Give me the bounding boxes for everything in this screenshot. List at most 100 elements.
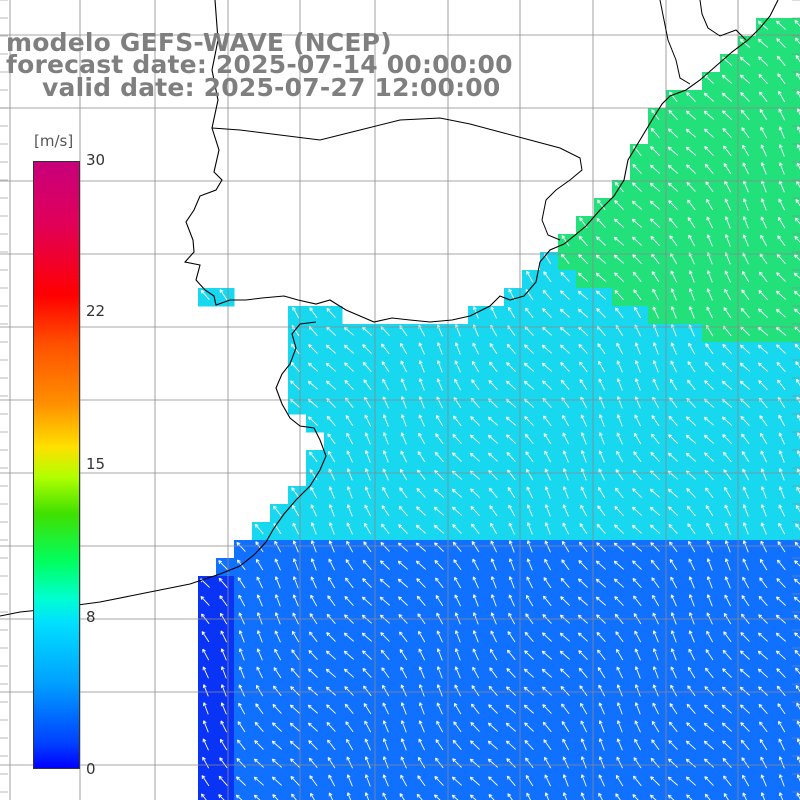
wind-arrow: [759, 91, 768, 103]
wind-arrow: [793, 596, 800, 603]
wind-arrow: [776, 685, 786, 697]
wind-arrow: [380, 523, 390, 535]
wind-arrow: [200, 793, 207, 800]
wind-arrow: [325, 362, 336, 372]
wind-arrow: [490, 630, 498, 643]
wind-arrow: [739, 686, 750, 696]
wind-arrow: [542, 721, 552, 733]
wind-arrow: [454, 360, 461, 373]
field-cell: [216, 792, 235, 800]
wind-arrow: [667, 776, 678, 786]
wind-arrow: [686, 488, 696, 498]
wind-arrow: [704, 776, 714, 786]
wind-arrow: [688, 288, 695, 301]
wind-arrow: [328, 540, 335, 553]
wind-arrow: [397, 578, 408, 588]
wind-arrow: [597, 649, 606, 661]
wind-arrow: [616, 756, 624, 769]
wind-arrow: [346, 738, 354, 751]
wind-arrow: [616, 414, 623, 427]
wind-arrow: [399, 793, 405, 800]
wind-arrow: [741, 270, 750, 283]
wind-arrow: [778, 108, 786, 121]
wind-arrow: [580, 792, 586, 800]
wind-arrow: [434, 775, 444, 786]
wind-arrow: [739, 38, 750, 48]
wind-arrow: [364, 738, 371, 751]
wind-arrow: [742, 198, 749, 211]
wind-arrow: [308, 344, 318, 354]
wind-arrow: [471, 379, 480, 391]
wind-arrow: [688, 558, 696, 571]
field-cell: [792, 342, 800, 361]
wind-arrow: [544, 450, 552, 463]
wind-arrow: [508, 522, 515, 535]
wind-arrow: [308, 649, 318, 660]
wind-arrow: [777, 216, 786, 229]
colorbar-tick-0: 0: [86, 760, 96, 778]
wind-arrow: [274, 612, 281, 625]
wind-arrow: [202, 648, 210, 661]
field-cell: [792, 648, 800, 667]
wind-arrow: [307, 362, 318, 372]
wind-arrow: [434, 757, 444, 769]
wind-arrow: [253, 758, 264, 768]
wind-arrow: [577, 308, 588, 318]
wind-arrow: [741, 595, 750, 607]
wind-arrow: [343, 632, 354, 642]
wind-arrow: [650, 127, 660, 138]
wind-arrow: [703, 416, 714, 426]
wind-arrow: [526, 468, 534, 481]
wind-arrow: [776, 55, 786, 66]
wind-arrow: [400, 414, 407, 427]
wind-arrow: [685, 758, 696, 768]
wind-arrow: [794, 632, 800, 639]
wind-arrow: [290, 361, 300, 372]
wind-arrow: [757, 344, 768, 354]
wind-arrow: [382, 684, 390, 697]
wind-arrow: [577, 578, 588, 588]
wind-arrow: [201, 775, 210, 787]
wind-arrow: [328, 774, 336, 787]
field-cell: [720, 792, 739, 800]
wind-arrow: [580, 414, 587, 427]
wind-arrow: [579, 361, 588, 373]
wind-arrow: [613, 254, 624, 264]
wind-arrow: [580, 486, 587, 499]
wind-arrow: [400, 378, 407, 391]
wind-arrow: [544, 756, 552, 769]
wind-arrow: [598, 414, 605, 427]
wind-arrow: [346, 504, 353, 517]
wind-arrow: [778, 738, 785, 751]
wind-arrow: [579, 685, 588, 697]
field-cell: [288, 792, 307, 800]
wind-arrow: [562, 468, 569, 481]
wind-arrow: [668, 91, 678, 103]
wind-arrow: [271, 776, 282, 786]
wind-arrow: [202, 666, 209, 679]
wind-arrow: [614, 200, 624, 210]
wind-arrow: [219, 738, 228, 751]
wind-arrow: [560, 668, 570, 678]
wind-arrow: [451, 488, 462, 498]
wind-arrow: [326, 415, 336, 426]
wind-arrow: [364, 504, 372, 517]
wind-arrow: [794, 541, 800, 549]
title-valid-date: valid date: 2025-07-27 12:00:00: [42, 73, 501, 102]
wind-arrow: [758, 686, 768, 696]
wind-arrow: [523, 344, 534, 354]
wind-arrow: [238, 630, 245, 643]
wind-arrow: [722, 668, 732, 678]
wind-arrow: [688, 594, 695, 607]
wind-arrow: [220, 702, 227, 715]
wind-arrow: [400, 702, 407, 715]
wind-arrow: [580, 756, 587, 769]
wind-arrow: [580, 432, 587, 445]
wind-arrow: [616, 684, 623, 697]
wind-arrow: [723, 631, 732, 643]
wind-arrow: [634, 738, 642, 751]
wind-arrow: [598, 360, 606, 373]
wind-arrow: [490, 558, 497, 571]
wind-arrow: [668, 506, 678, 516]
